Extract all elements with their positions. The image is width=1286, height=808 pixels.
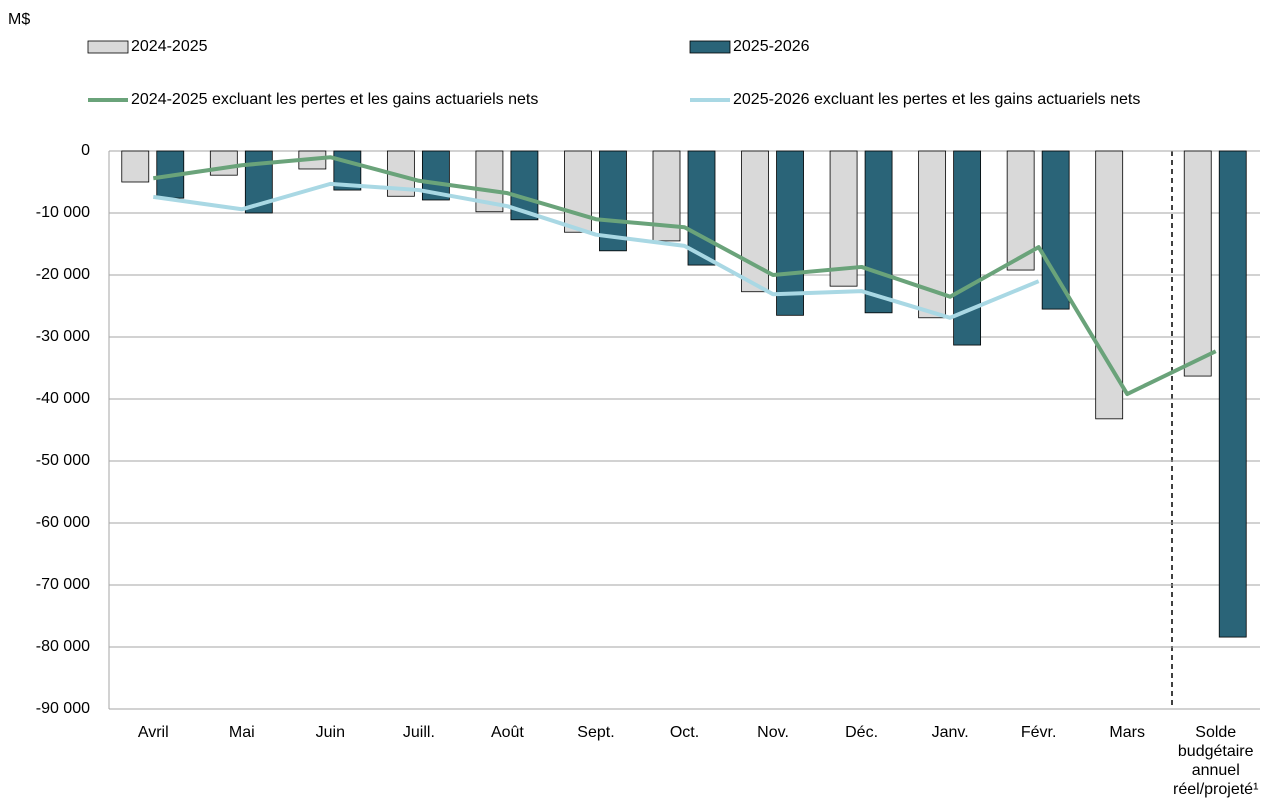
x-tick-label: Nov. <box>757 724 789 741</box>
x-tick-label: Août <box>491 724 524 741</box>
bar <box>510 150 539 221</box>
x-tick-label: Juill. <box>403 724 435 741</box>
line <box>152 155 1217 397</box>
bar <box>1218 150 1247 638</box>
y-tick-label: -40 000 <box>36 390 90 407</box>
legend-label: 2024-2025 excluant les pertes et les gai… <box>131 91 538 108</box>
y-tick-label: -30 000 <box>36 328 90 345</box>
legend-label: 2024-2025 <box>131 38 208 55</box>
y-tick-label: 0 <box>81 142 90 159</box>
legend-label: 2025-2026 excluant les pertes et les gai… <box>733 91 1140 108</box>
y-axis-label: M$ <box>8 11 30 28</box>
bar <box>829 150 858 287</box>
bar <box>776 150 804 316</box>
y-tick-label: -20 000 <box>36 266 90 283</box>
x-tick-label: Déc. <box>845 724 878 741</box>
bar <box>1095 150 1124 420</box>
x-tick-label: Sept. <box>577 724 614 741</box>
legend-swatch <box>689 40 731 54</box>
x-tick-label: Mai <box>229 724 255 741</box>
x-tick-label: Janv. <box>932 724 969 741</box>
x-tick-label: Oct. <box>670 724 699 741</box>
x-tick-label: Mars <box>1109 724 1145 741</box>
bar <box>1041 150 1070 310</box>
legend-label: 2025-2026 <box>733 38 810 55</box>
y-tick-label: -50 000 <box>36 452 90 469</box>
bar <box>687 150 716 266</box>
x-tick-label: Avril <box>138 724 169 741</box>
x-tick-label: Solde budgétaire annuel réel/projeté¹ <box>1173 724 1258 798</box>
x-tick-label: Févr. <box>1021 724 1057 741</box>
line <box>152 181 1040 320</box>
y-tick-label: -70 000 <box>36 576 90 593</box>
bar <box>1183 150 1212 377</box>
legend-swatch <box>87 40 129 54</box>
bar <box>564 150 592 233</box>
y-tick-label: -90 000 <box>36 700 90 717</box>
bar <box>864 150 893 314</box>
y-tick-label: -60 000 <box>36 514 90 531</box>
y-tick-label: -80 000 <box>36 638 90 655</box>
bar <box>121 150 150 183</box>
x-tick-label: Juin <box>316 724 345 741</box>
y-tick-label: -10 000 <box>36 204 90 221</box>
bar <box>209 150 238 176</box>
